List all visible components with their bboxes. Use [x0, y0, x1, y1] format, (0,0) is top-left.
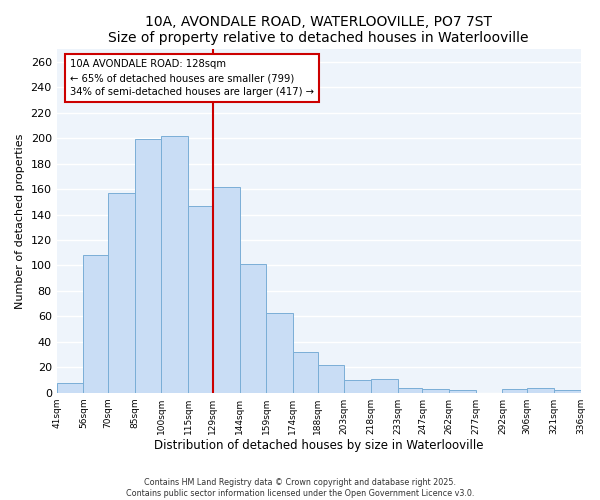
Bar — [502, 389, 527, 392]
Bar — [213, 186, 239, 392]
Bar — [56, 382, 83, 392]
Bar — [83, 256, 108, 392]
Bar — [398, 388, 422, 392]
Bar — [371, 378, 398, 392]
Bar — [161, 136, 188, 392]
Title: 10A, AVONDALE ROAD, WATERLOOVILLE, PO7 7ST
Size of property relative to detached: 10A, AVONDALE ROAD, WATERLOOVILLE, PO7 7… — [109, 15, 529, 45]
Bar — [317, 364, 344, 392]
Bar — [422, 389, 449, 392]
Bar — [239, 264, 266, 392]
Bar — [554, 390, 581, 392]
Y-axis label: Number of detached properties: Number of detached properties — [15, 133, 25, 308]
Bar — [449, 390, 476, 392]
Bar — [293, 352, 317, 393]
X-axis label: Distribution of detached houses by size in Waterlooville: Distribution of detached houses by size … — [154, 440, 484, 452]
Bar — [527, 388, 554, 392]
Text: Contains HM Land Registry data © Crown copyright and database right 2025.
Contai: Contains HM Land Registry data © Crown c… — [126, 478, 474, 498]
Bar — [135, 140, 161, 392]
Bar — [188, 206, 213, 392]
Bar — [344, 380, 371, 392]
Bar — [108, 193, 135, 392]
Text: 10A AVONDALE ROAD: 128sqm
← 65% of detached houses are smaller (799)
34% of semi: 10A AVONDALE ROAD: 128sqm ← 65% of detac… — [70, 60, 314, 98]
Bar — [266, 312, 293, 392]
